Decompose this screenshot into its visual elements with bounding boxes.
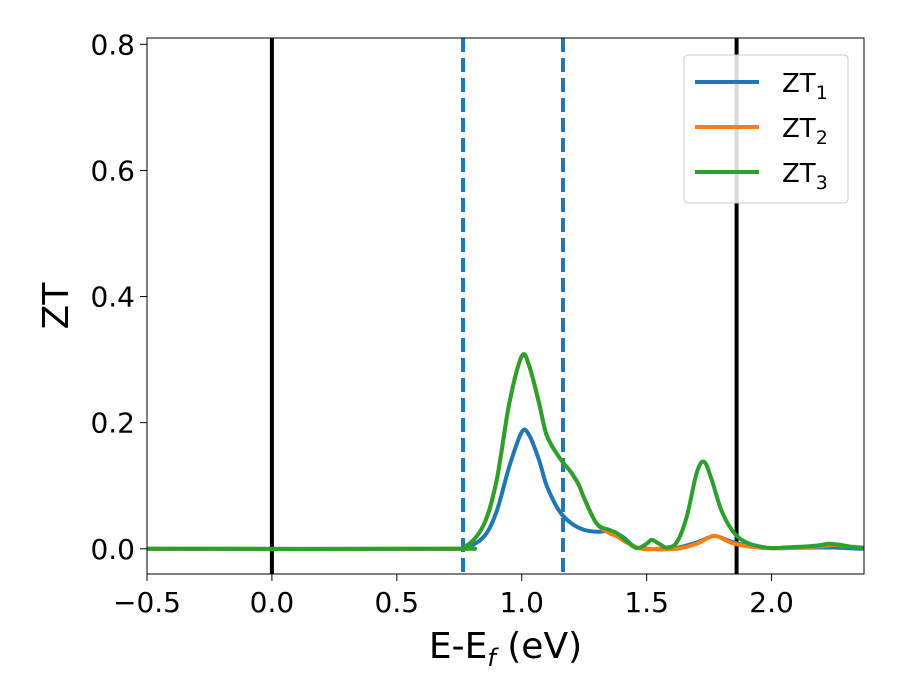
x-axis-title-unit: (eV)	[496, 626, 582, 667]
x-tick-label: 0.0	[250, 586, 295, 619]
series-line-ZT1	[147, 427, 864, 552]
reference-lines	[269, 38, 739, 574]
legend-label-ZT1: ZT1	[782, 69, 828, 104]
legend-label-ZT3: ZT3	[782, 159, 828, 194]
y-tick-label: 0.8	[90, 28, 135, 61]
y-axis-title: ZT	[36, 282, 77, 330]
legend-box	[683, 54, 849, 204]
y-axis: 0.0 0.2 0.4 0.6 0.8	[90, 28, 147, 566]
x-tick-label: 0.5	[375, 586, 420, 619]
x-tick-label: 2.0	[749, 586, 794, 619]
y-tick-label: 0.2	[90, 407, 135, 440]
x-axis: −0.5 0.0 0.5 1.0 1.5 2.0	[113, 574, 794, 619]
x-axis-title: E-Ef (eV)	[429, 626, 582, 672]
legend: ZT1 ZT2 ZT3	[683, 54, 849, 204]
x-tick-label: 1.0	[499, 586, 544, 619]
y-tick-label: 0.6	[90, 154, 135, 187]
x-axis-title-main: E-E	[429, 626, 487, 667]
series-line-ZT3	[147, 352, 864, 552]
y-tick-label: 0.0	[90, 533, 135, 566]
x-tick-label: 1.5	[624, 586, 669, 619]
legend-label-ZT2: ZT2	[782, 114, 828, 149]
series-lines	[147, 352, 864, 552]
series-line-ZT2	[147, 352, 864, 552]
x-tick-label: −0.5	[113, 586, 181, 619]
y-tick-label: 0.4	[90, 281, 135, 314]
plot-frame	[146, 37, 865, 575]
